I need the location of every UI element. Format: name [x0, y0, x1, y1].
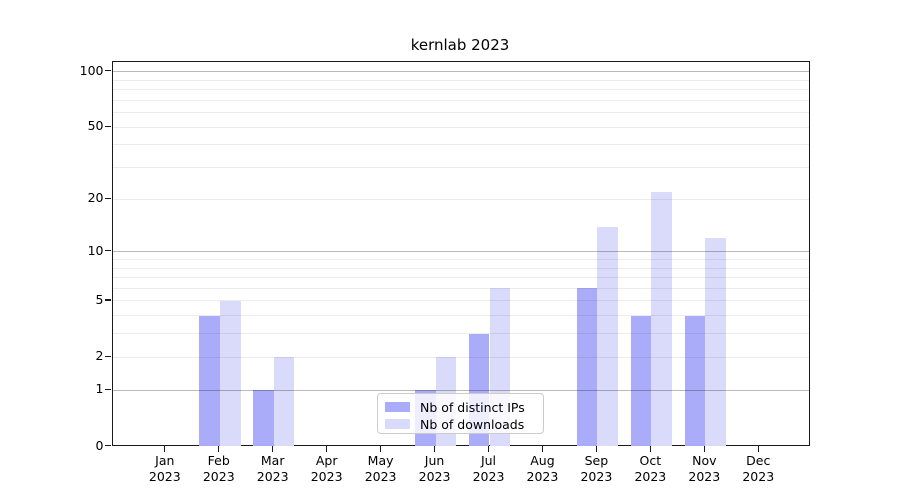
minor-gridline	[112, 167, 809, 169]
y-axis-tick	[105, 444, 111, 447]
minor-gridline	[112, 333, 809, 335]
minor-gridline	[112, 89, 809, 91]
bar-downloads	[273, 357, 295, 447]
y-axis-tick-label: 0	[95, 437, 104, 453]
bar-downloads	[705, 238, 727, 447]
legend-label: Nb of distinct IPs	[420, 399, 525, 415]
x-axis-tick	[487, 445, 490, 452]
x-axis-tick	[218, 445, 220, 452]
bar-downloads	[219, 300, 241, 447]
x-axis-tick	[703, 445, 705, 452]
x-axis-tick	[164, 445, 166, 452]
x-axis-tick	[433, 445, 436, 452]
y-axis-tick	[105, 299, 111, 301]
y-axis-tick-label: 100	[79, 62, 104, 78]
x-tick-month: Dec	[746, 453, 771, 468]
y-axis-tick-label: 20	[87, 190, 104, 206]
x-axis-tick	[541, 445, 544, 452]
decade-gridline	[112, 251, 809, 253]
x-axis-tick	[326, 445, 328, 452]
plot-area	[111, 60, 810, 447]
y-axis-tick-label: 50	[87, 118, 104, 134]
x-axis-tick	[649, 445, 651, 452]
legend: Nb of distinct IPs Nb of downloads	[377, 393, 544, 434]
minor-gridline	[112, 267, 809, 269]
minor-gridline	[112, 300, 809, 302]
bar-distinct-ips	[576, 288, 598, 447]
legend-swatch-downloads	[385, 419, 410, 429]
legend-swatch-distinct-ips	[385, 402, 410, 412]
x-axis-tick	[757, 445, 759, 452]
x-axis-tick-label: Dec 2023	[726, 453, 790, 485]
x-axis-tick	[379, 445, 382, 452]
y-axis-tick	[105, 197, 111, 199]
minor-gridline	[112, 259, 809, 260]
minor-gridline	[112, 79, 809, 81]
y-axis-tick-label: 10	[87, 242, 104, 258]
legend-entry: Nb of distinct IPs	[385, 399, 543, 415]
y-axis-tick	[105, 388, 111, 390]
bar-distinct-ips	[684, 315, 706, 447]
y-axis-tick-label: 2	[95, 348, 104, 364]
decade-gridline	[112, 389, 809, 391]
minor-gridline	[112, 315, 809, 317]
legend-entry: Nb of downloads	[385, 416, 543, 432]
y-axis-tick-label: 5	[95, 291, 104, 307]
y-axis-tick	[105, 70, 111, 72]
chart-title: kernlab 2023	[410, 36, 510, 54]
bar-distinct-ips	[630, 315, 652, 447]
minor-gridline	[112, 277, 809, 279]
x-axis-tick	[272, 445, 274, 452]
bar-distinct-ips	[252, 390, 274, 447]
minor-gridline	[112, 198, 809, 200]
y-axis-tick-label: 1	[95, 381, 104, 397]
minor-gridline	[112, 112, 809, 114]
y-axis-tick	[105, 125, 111, 127]
minor-gridline	[112, 99, 809, 101]
y-axis-tick	[105, 355, 111, 357]
legend-label: Nb of downloads	[420, 416, 525, 432]
y-axis-tick	[105, 250, 111, 252]
x-axis-tick	[595, 445, 598, 452]
decade-gridline	[112, 71, 809, 73]
bar-distinct-ips	[198, 315, 220, 447]
minor-gridline	[112, 287, 809, 289]
x-tick-year: 2023	[742, 469, 775, 484]
bar-downloads	[597, 226, 619, 447]
minor-gridline	[112, 356, 809, 358]
minor-gridline	[112, 126, 809, 128]
minor-gridline	[112, 144, 809, 146]
bar-downloads	[651, 191, 673, 447]
